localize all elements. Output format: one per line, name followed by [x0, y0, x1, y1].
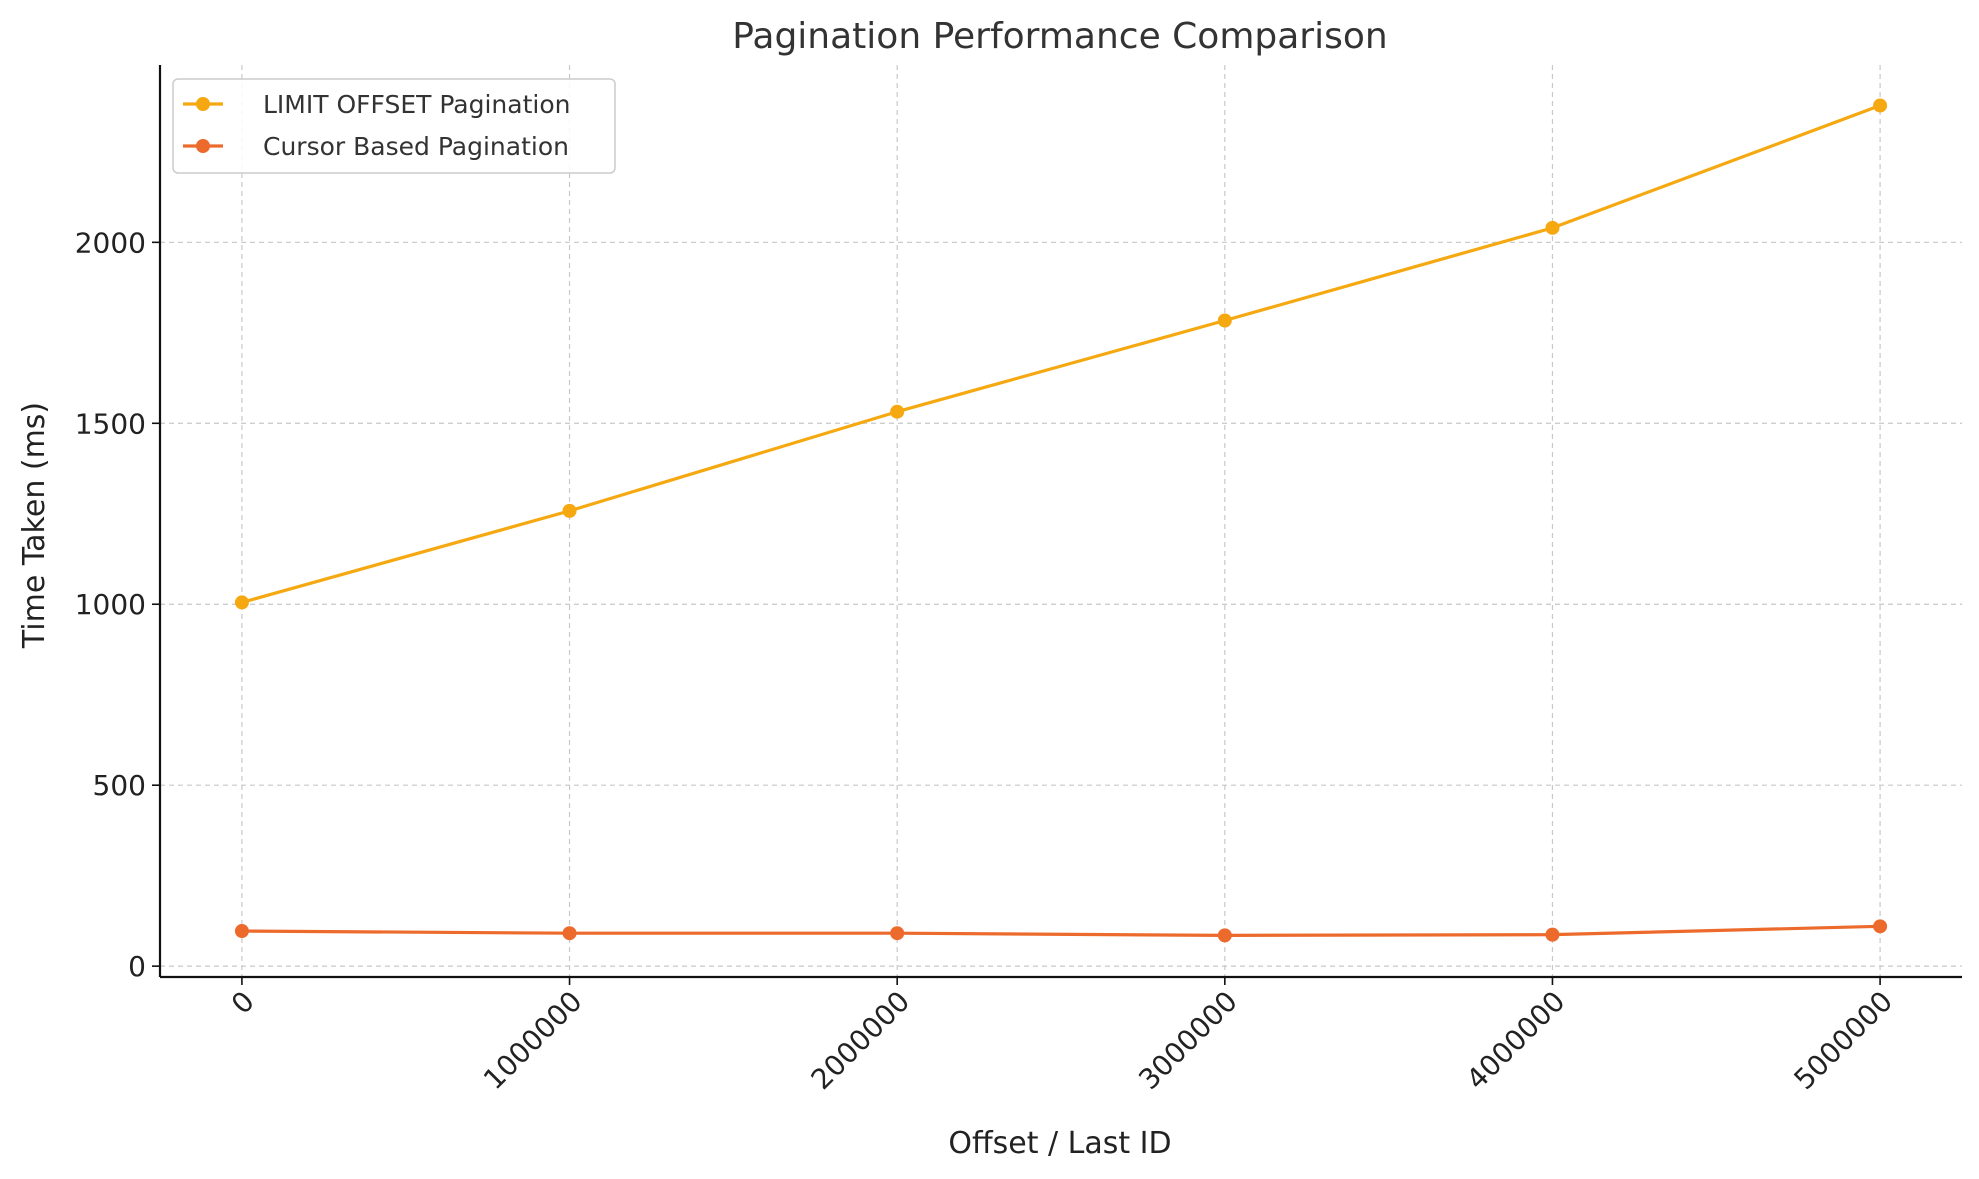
series-2-point	[1873, 919, 1888, 934]
series-2-point	[1217, 928, 1232, 943]
series-2-point	[1545, 927, 1560, 942]
series-1-point	[1217, 313, 1232, 328]
legend-label: Cursor Based Pagination	[263, 132, 569, 161]
y-tick-label: 1000	[75, 588, 146, 621]
x-axis-label: Offset / Last ID	[948, 1126, 1171, 1161]
y-axis-label: Time Taken (ms)	[17, 402, 52, 649]
series-1-point	[890, 404, 905, 419]
x-tick-label: 1000000	[477, 985, 589, 1097]
x-tick-label: 5000000	[1788, 985, 1900, 1097]
y-tick-label: 500	[93, 769, 146, 802]
grid-lines	[160, 65, 1962, 977]
axes	[158, 65, 1962, 979]
series-lines	[234, 98, 1888, 943]
series-1-point	[1873, 98, 1888, 113]
legend-box	[172, 78, 616, 174]
y-tick-label: 1500	[75, 407, 146, 440]
legend-label: LIMIT OFFSET Pagination	[263, 90, 570, 119]
series-2-point	[890, 926, 905, 941]
series-line-1	[240, 103, 1882, 605]
series-1-point	[562, 503, 577, 518]
legend: LIMIT OFFSET Pagination Cursor Based Pagi…	[172, 78, 616, 174]
series-line-2	[240, 924, 1882, 937]
x-tick-label: 4000000	[1460, 985, 1572, 1097]
series-2-point	[234, 924, 249, 939]
x-tick-label: 2000000	[805, 985, 917, 1097]
series-1-point	[234, 595, 249, 610]
legend-swatch-marker	[196, 139, 210, 153]
y-axis-ticks: 0 500 1000 1500 2000	[75, 226, 160, 983]
y-tick-label: 2000	[75, 226, 146, 259]
x-tick-label: 3000000	[1132, 985, 1244, 1097]
series-1-point	[1545, 220, 1560, 235]
series-2-point	[562, 926, 577, 941]
chart-title: Pagination Performance Comparison	[732, 16, 1387, 57]
x-axis-ticks: 0 1000000 2000000 3000000 4000000 5000000	[225, 977, 1899, 1096]
legend-swatch-marker	[196, 97, 210, 111]
x-tick-label: 0	[225, 985, 261, 1021]
y-tick-label: 0	[128, 950, 146, 983]
